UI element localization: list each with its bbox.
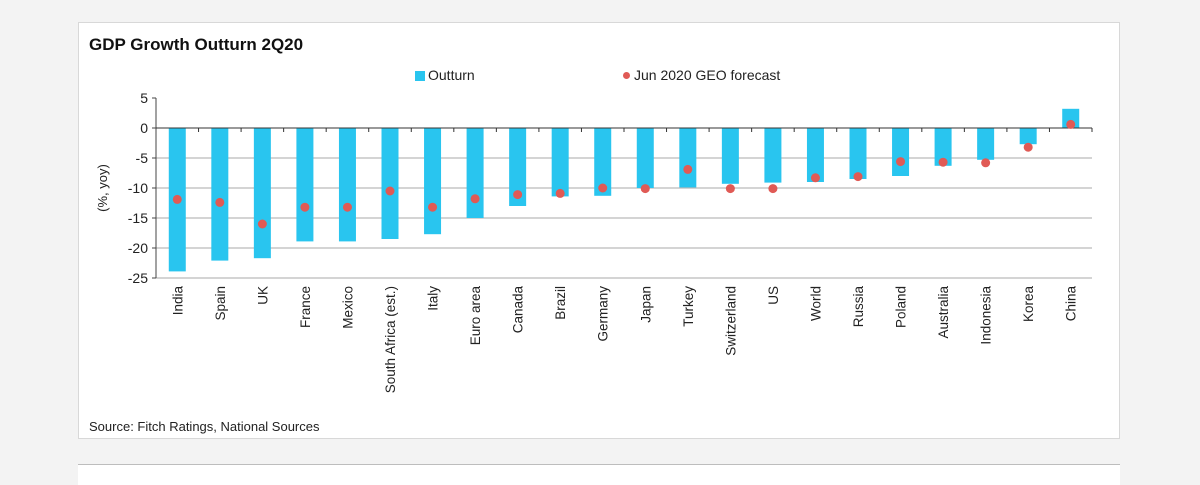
legend-forecast-label: Jun 2020 GEO forecast xyxy=(634,67,781,83)
legend-forecast-swatch xyxy=(623,72,630,79)
dot-forecast xyxy=(853,172,863,182)
x-category-label: Switzerland xyxy=(723,286,738,356)
y-tick-label: 0 xyxy=(140,120,148,136)
bar-outturn xyxy=(296,128,314,242)
bar-outturn xyxy=(338,128,356,242)
y-tick-label: -25 xyxy=(128,270,148,286)
bar-outturn xyxy=(253,128,271,259)
dot-forecast xyxy=(172,194,182,204)
bar-outturn xyxy=(764,128,782,183)
bar-outturn xyxy=(636,128,654,188)
x-category-label: Mexico xyxy=(340,286,355,329)
x-category-label: World xyxy=(808,286,823,321)
bar-outturn xyxy=(211,128,229,261)
x-category-label: France xyxy=(298,286,313,328)
dot-forecast xyxy=(725,184,735,194)
dot-forecast xyxy=(215,197,225,207)
x-category-label: Turkey xyxy=(681,286,696,327)
x-category-label: Germany xyxy=(596,286,611,342)
dot-forecast xyxy=(1023,142,1033,152)
x-category-label: US xyxy=(766,286,781,305)
dot-forecast xyxy=(683,164,693,174)
y-axis-title: (%, yoy) xyxy=(95,164,110,212)
x-category-label: Japan xyxy=(638,286,653,323)
x-category-label: Indonesia xyxy=(979,286,994,345)
bar-outturn xyxy=(892,128,910,176)
bar-outturn xyxy=(679,128,697,188)
dot-forecast xyxy=(1066,119,1076,129)
bar-outturn xyxy=(466,128,484,218)
x-category-label: South Africa (est.) xyxy=(383,286,398,393)
x-category-label: Canada xyxy=(511,286,526,334)
dot-forecast xyxy=(640,184,650,194)
dot-forecast xyxy=(257,219,267,229)
dot-forecast xyxy=(938,157,948,167)
dot-forecast xyxy=(470,194,480,204)
x-category-label: UK xyxy=(255,286,270,305)
bar-outturn xyxy=(424,128,442,235)
bar-outturn xyxy=(721,128,739,184)
legend-forecast: Jun 2020 GEO forecast xyxy=(623,67,780,83)
y-tick-label: 5 xyxy=(140,90,148,106)
bar-outturn xyxy=(381,128,399,239)
chart-title: GDP Growth Outturn 2Q20 xyxy=(89,35,304,54)
legend-outturn: Outturn xyxy=(415,67,475,83)
dot-forecast xyxy=(810,173,820,183)
y-tick-label: -15 xyxy=(128,210,148,226)
bar-outturn xyxy=(551,128,569,197)
legend-outturn-swatch xyxy=(415,71,425,81)
legend-outturn-label: Outturn xyxy=(428,67,475,83)
dot-forecast xyxy=(385,186,395,196)
y-tick-label: -10 xyxy=(128,180,148,196)
dot-forecast xyxy=(768,184,778,194)
dot-forecast xyxy=(555,188,565,198)
x-category-label: Russia xyxy=(851,286,866,328)
dot-forecast xyxy=(428,202,438,212)
x-category-label: Korea xyxy=(1021,286,1036,323)
y-tick-label: -5 xyxy=(136,150,149,166)
dot-forecast xyxy=(896,157,906,167)
source-note: Source: Fitch Ratings, National Sources xyxy=(89,419,320,434)
x-category-label: Euro area xyxy=(468,286,483,346)
gdp-chart: 5 0 -5 -10 -15 -20 -25 (%, yoy) India Spain UK Fran… xyxy=(95,90,1093,393)
bar-outturn xyxy=(934,128,952,166)
dot-forecast xyxy=(342,202,352,212)
dot-forecast xyxy=(513,190,523,200)
bar-outturn xyxy=(1019,128,1037,145)
bar-outturn xyxy=(806,128,824,182)
x-category-label: Spain xyxy=(213,286,228,321)
bar-outturn xyxy=(594,128,612,196)
y-tick-label: -20 xyxy=(128,240,148,256)
chart-card: GDP Growth Outturn 2Q20 Outturn Jun 2020… xyxy=(78,22,1120,439)
x-category-label: Australia xyxy=(936,286,951,339)
x-category-label: Italy xyxy=(426,286,441,311)
dot-forecast xyxy=(598,183,608,193)
x-category-label: Poland xyxy=(894,286,909,328)
bar-outturn xyxy=(977,128,995,160)
dot-forecast xyxy=(981,158,991,168)
x-category-label: China xyxy=(1064,286,1079,322)
bar-outturn xyxy=(509,128,527,206)
next-card-edge xyxy=(78,464,1120,485)
bar-outturn xyxy=(849,128,867,179)
x-category-label: India xyxy=(170,286,185,316)
dot-forecast xyxy=(300,202,310,212)
x-category-label: Brazil xyxy=(553,286,568,320)
